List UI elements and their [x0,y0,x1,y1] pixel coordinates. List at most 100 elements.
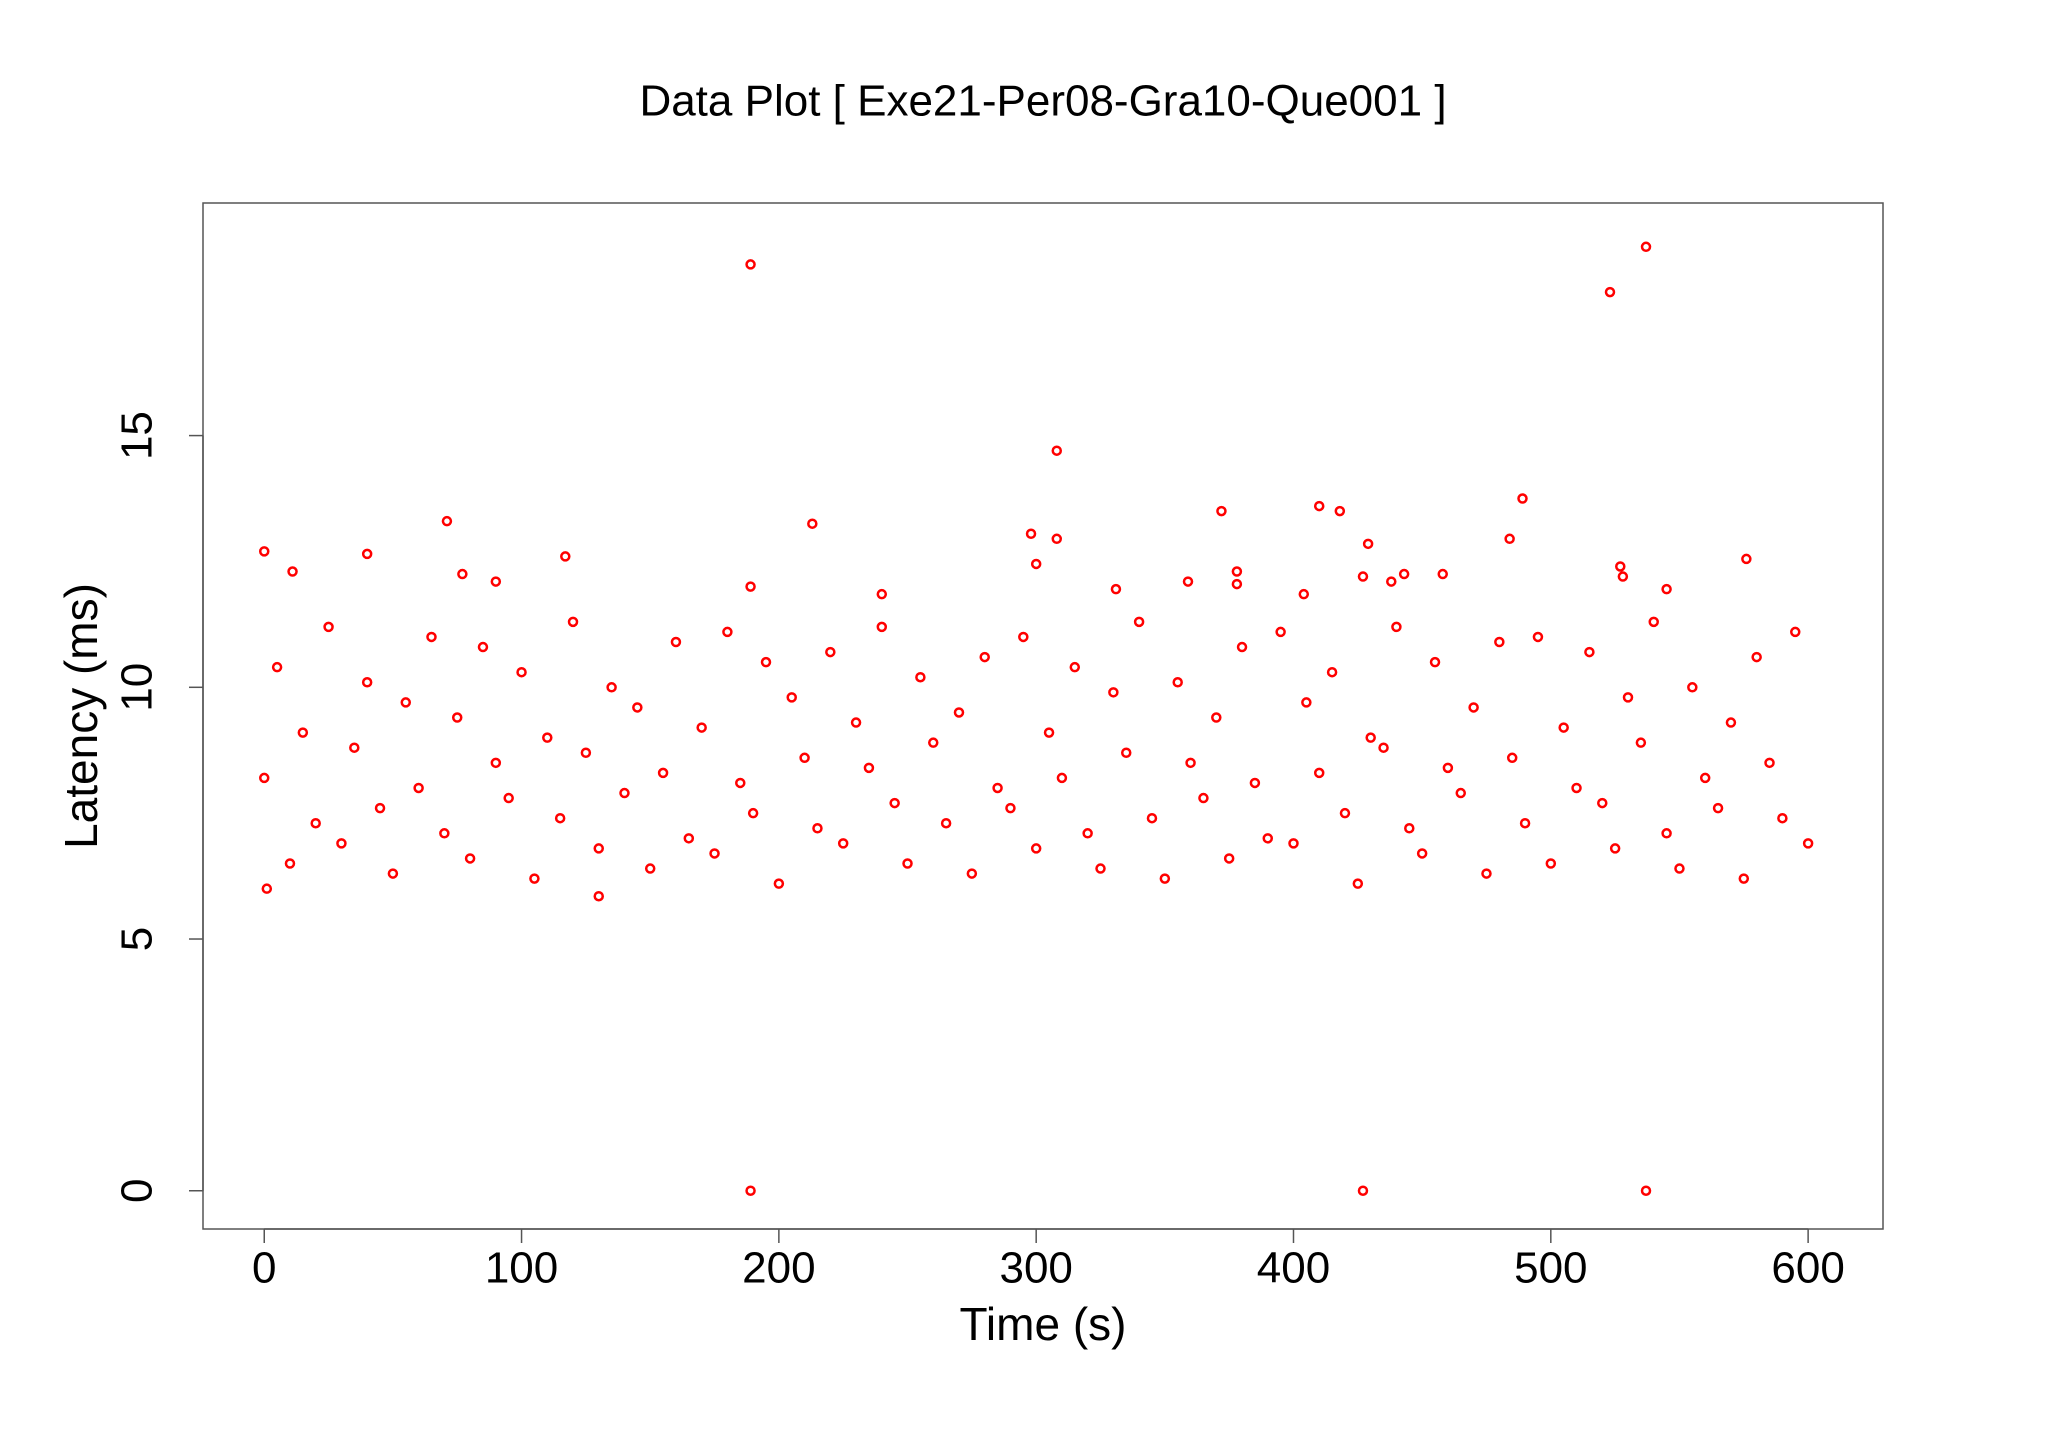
point [1223,853,1235,864]
point [1120,747,1132,759]
point [1617,571,1629,582]
point [529,873,540,884]
point [1288,838,1299,849]
point [1051,445,1063,456]
point [1741,553,1752,565]
point [876,621,888,633]
point [1025,528,1037,540]
point [361,677,373,688]
point [1437,568,1448,580]
point [284,858,296,869]
point [1069,661,1081,673]
point [1236,641,1248,653]
point [1519,817,1531,829]
point [258,772,270,784]
point [799,752,810,764]
point [1056,772,1068,784]
y-tick-label: 0 [113,1178,162,1202]
plot-frame [202,202,1884,1230]
point [439,828,450,839]
point [1517,493,1528,504]
point [683,833,695,844]
point [1455,787,1466,799]
point [632,702,643,713]
point [1615,561,1626,572]
point [1442,762,1454,774]
point [1648,616,1659,628]
x-tick-label: 100 [485,1244,558,1293]
point [722,626,733,638]
x-tick-label: 0 [252,1244,276,1293]
point [1712,802,1724,814]
point [1661,583,1672,595]
point [889,797,900,809]
point [387,868,399,879]
point [1640,1185,1652,1196]
point [745,581,756,592]
point [1275,626,1286,638]
point [953,707,965,718]
point [1790,626,1801,638]
point [1391,621,1402,633]
point [657,767,669,779]
point [1429,656,1441,668]
point [940,817,952,829]
point [837,838,849,849]
point [1764,757,1775,769]
point [490,576,502,587]
x-tick-label: 200 [742,1244,815,1293]
point [1687,682,1698,693]
point [1777,812,1788,824]
point [560,551,571,562]
point [1313,767,1325,779]
x-tick-label: 300 [999,1244,1072,1293]
point [1558,722,1569,733]
point [1571,782,1582,794]
point [1185,757,1196,769]
x-axis-label: Time (s) [960,1298,1127,1350]
point [542,732,553,743]
point [580,747,592,759]
point [1211,712,1222,723]
y-tick-label: 10 [113,663,162,712]
point [287,566,298,577]
point [503,792,514,804]
point [807,518,818,529]
point [258,546,270,557]
point [554,812,566,824]
point [902,858,913,869]
point [441,515,453,527]
point [1334,505,1346,517]
point [992,782,1003,794]
point [1725,717,1737,728]
point [1301,697,1312,708]
point [760,656,772,668]
y-tick-label: 5 [113,927,162,951]
point [1005,802,1016,814]
point [812,823,823,834]
point [457,568,468,580]
point [451,712,463,723]
point [1110,583,1122,595]
point [745,259,756,270]
point [1506,752,1518,764]
point [1504,533,1515,545]
point [1604,286,1616,298]
point [1481,868,1492,879]
point [1674,863,1685,874]
point [374,802,386,814]
point [1159,873,1171,884]
point [1108,687,1119,698]
point [1640,241,1652,253]
point [1802,838,1814,849]
point [336,838,347,849]
point [593,890,604,902]
point [1365,732,1376,743]
point [516,666,527,678]
point [413,782,424,794]
point [1030,843,1042,854]
point [1352,878,1364,889]
point [1146,812,1158,824]
point [1182,576,1194,587]
point [297,727,309,738]
